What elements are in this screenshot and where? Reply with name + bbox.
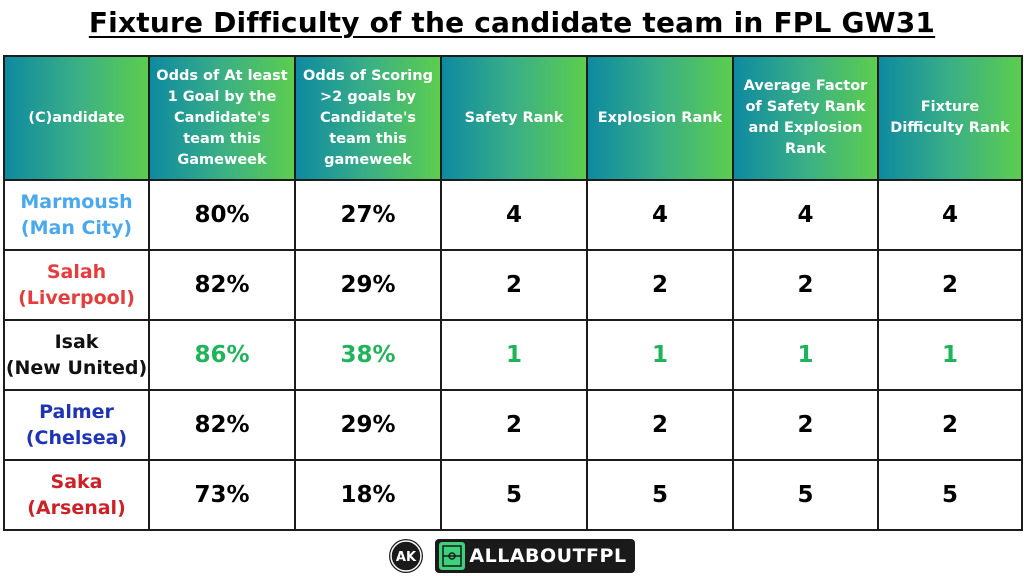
table-row: Palmer (Chelsea) 82% 29% 2 2 2 2	[3, 389, 1023, 461]
explosion-rank-cell: 2	[586, 249, 734, 321]
fixture-difficulty-rank-cell: 4	[877, 179, 1023, 251]
candidate-cell: Isak (New United)	[3, 319, 150, 391]
fixture-difficulty-rank-cell: 2	[877, 249, 1023, 321]
safety-rank-cell: 4	[440, 179, 588, 251]
average-factor-cell: 5	[732, 459, 879, 531]
odds-over-two-goals-cell: 29%	[294, 249, 442, 321]
ak-monogram-icon: AK	[389, 539, 424, 573]
header-average-factor: Average Factor of Safety Rank and Explos…	[732, 55, 879, 181]
header-odds-one-goal: Odds of At least 1 Goal by the Candidate…	[148, 55, 296, 181]
header-safety-rank: Safety Rank	[440, 55, 588, 181]
candidate-team: (New United)	[5, 357, 148, 379]
football-pitch-icon	[439, 542, 466, 570]
odds-over-two-goals-cell: 38%	[294, 319, 442, 391]
footer: AK ALLABOUTFPL	[0, 538, 1024, 574]
fixture-difficulty-table: (C)andidate Odds of At least 1 Goal by t…	[3, 55, 1023, 531]
svg-text:AK: AK	[396, 550, 417, 565]
candidate-team: (Arsenal)	[27, 497, 126, 519]
odds-one-goal-cell: 80%	[148, 179, 296, 251]
table-row: Marmoush (Man City) 80% 27% 4 4 4 4	[3, 179, 1023, 251]
odds-one-goal-cell: 73%	[148, 459, 296, 531]
header-fixture-difficulty-rank: Fixture Difficulty Rank	[877, 55, 1023, 181]
safety-rank-cell: 2	[440, 249, 588, 321]
explosion-rank-cell: 5	[586, 459, 734, 531]
fixture-difficulty-rank-cell: 5	[877, 459, 1023, 531]
candidate-team: (Man City)	[20, 217, 133, 239]
header-candidate: (C)andidate	[3, 55, 150, 181]
candidate-name: Marmoush	[20, 191, 133, 213]
candidate-name: Isak	[54, 331, 99, 353]
page-title-wrap: Fixture Difficulty of the candidate team…	[0, 6, 1024, 39]
candidate-name: Saka	[50, 471, 103, 493]
odds-one-goal-cell: 86%	[148, 319, 296, 391]
candidate-cell: Palmer (Chelsea)	[3, 389, 150, 461]
brand-logo: ALLABOUTFPL	[435, 539, 635, 573]
header-row: (C)andidate Odds of At least 1 Goal by t…	[3, 55, 1023, 181]
safety-rank-cell: 1	[440, 319, 588, 391]
table-row: Isak (New United) 86% 38% 1 1 1 1	[3, 319, 1023, 391]
fixture-difficulty-rank-cell: 1	[877, 319, 1023, 391]
explosion-rank-cell: 1	[586, 319, 734, 391]
average-factor-cell: 2	[732, 249, 879, 321]
candidate-cell: Saka (Arsenal)	[3, 459, 150, 531]
candidate-name: Salah	[46, 261, 107, 283]
safety-rank-cell: 5	[440, 459, 588, 531]
average-factor-cell: 1	[732, 319, 879, 391]
average-factor-cell: 2	[732, 389, 879, 461]
candidate-cell: Salah (Liverpool)	[3, 249, 150, 321]
average-factor-cell: 4	[732, 179, 879, 251]
safety-rank-cell: 2	[440, 389, 588, 461]
candidate-team: (Chelsea)	[25, 427, 128, 449]
odds-over-two-goals-cell: 27%	[294, 179, 442, 251]
page-title: Fixture Difficulty of the candidate team…	[88, 6, 936, 39]
brand-text: ALLABOUTFPL	[469, 545, 627, 567]
fixture-difficulty-rank-cell: 2	[877, 389, 1023, 461]
candidate-team: (Liverpool)	[18, 287, 135, 309]
candidate-name: Palmer	[39, 401, 114, 423]
table-row: Salah (Liverpool) 82% 29% 2 2 2 2	[3, 249, 1023, 321]
odds-over-two-goals-cell: 29%	[294, 389, 442, 461]
odds-one-goal-cell: 82%	[148, 389, 296, 461]
explosion-rank-cell: 4	[586, 179, 734, 251]
table-row: Saka (Arsenal) 73% 18% 5 5 5 5	[3, 459, 1023, 531]
explosion-rank-cell: 2	[586, 389, 734, 461]
odds-one-goal-cell: 82%	[148, 249, 296, 321]
header-explosion-rank: Explosion Rank	[586, 55, 734, 181]
header-odds-over-two-goals: Odds of Scoring >2 goals by Candidate's …	[294, 55, 442, 181]
candidate-cell: Marmoush (Man City)	[3, 179, 150, 251]
odds-over-two-goals-cell: 18%	[294, 459, 442, 531]
